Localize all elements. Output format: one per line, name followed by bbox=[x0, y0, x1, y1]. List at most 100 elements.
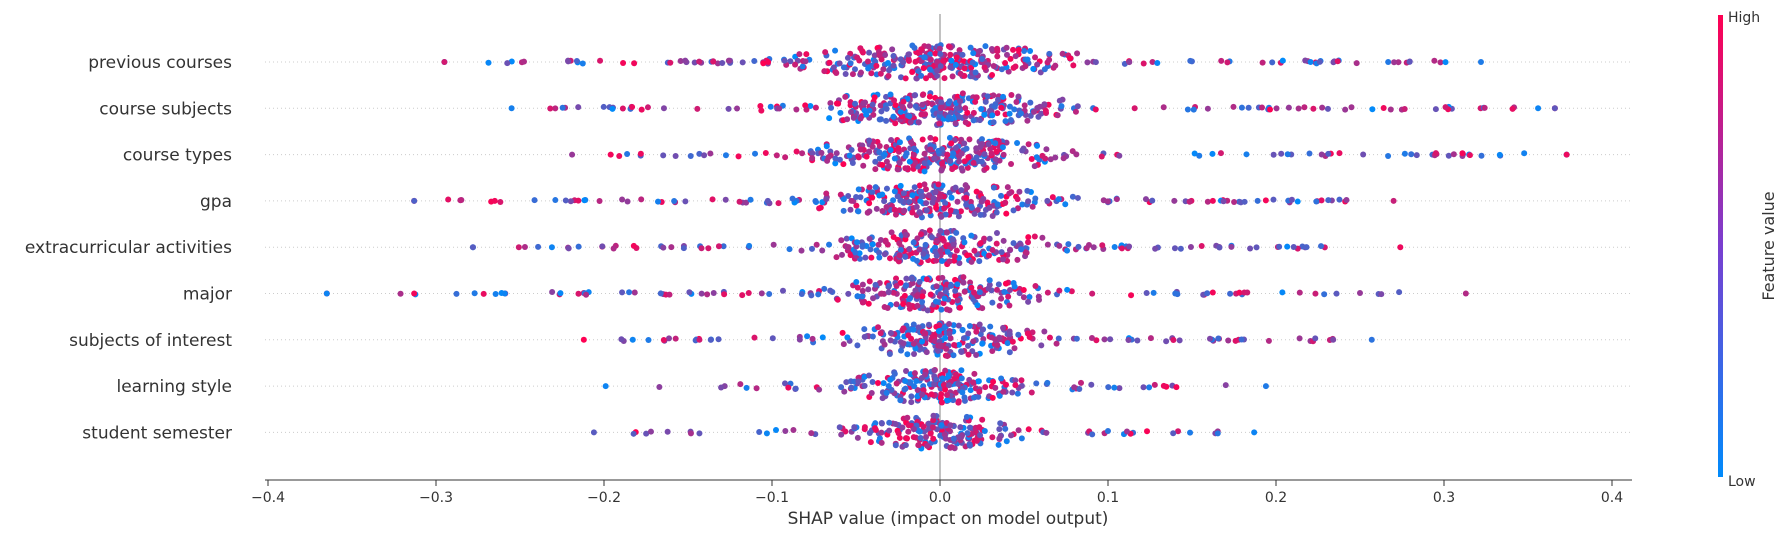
shap-point bbox=[865, 300, 872, 307]
shap-point bbox=[1023, 249, 1030, 256]
shap-point bbox=[952, 120, 959, 127]
shap-point bbox=[909, 209, 916, 216]
shap-point bbox=[786, 246, 793, 253]
shap-point bbox=[991, 164, 998, 171]
shap-point bbox=[922, 241, 929, 248]
feature-label: extracurricular activities bbox=[25, 238, 232, 258]
shap-point bbox=[890, 113, 897, 120]
shap-point bbox=[1238, 104, 1245, 111]
shap-point bbox=[1206, 335, 1213, 342]
shap-point bbox=[1378, 291, 1385, 298]
shap-point bbox=[832, 155, 839, 162]
shap-point bbox=[958, 367, 965, 374]
shap-point bbox=[888, 229, 895, 236]
shap-point bbox=[854, 342, 861, 349]
shap-point bbox=[855, 186, 862, 193]
shap-point bbox=[896, 252, 903, 259]
shap-point bbox=[976, 258, 983, 265]
shap-point bbox=[918, 231, 925, 238]
shap-point bbox=[848, 384, 855, 391]
shap-point bbox=[492, 291, 499, 298]
shap-point bbox=[919, 101, 926, 108]
shap-point bbox=[1003, 210, 1010, 217]
shap-point bbox=[881, 251, 888, 258]
shap-point bbox=[471, 290, 478, 297]
shap-point bbox=[866, 49, 873, 56]
shap-point bbox=[785, 384, 792, 391]
shap-point bbox=[822, 49, 829, 56]
shap-point bbox=[943, 306, 950, 313]
shap-point bbox=[917, 434, 924, 441]
shap-point bbox=[1462, 290, 1469, 297]
shap-point bbox=[904, 414, 911, 421]
shap-point bbox=[844, 116, 851, 123]
shap-point bbox=[1265, 337, 1272, 344]
shap-point bbox=[896, 139, 903, 146]
shap-point bbox=[1385, 58, 1392, 65]
shap-point bbox=[914, 235, 921, 242]
shap-point bbox=[939, 146, 946, 153]
shap-point bbox=[1015, 46, 1022, 53]
shap-point bbox=[833, 150, 840, 157]
shap-point bbox=[898, 347, 905, 354]
shap-point bbox=[891, 188, 898, 195]
shap-point bbox=[992, 140, 999, 147]
shap-point bbox=[1140, 384, 1147, 391]
shap-point bbox=[751, 334, 758, 341]
shap-point bbox=[1360, 151, 1367, 158]
shap-point bbox=[915, 119, 922, 126]
shap-point bbox=[946, 98, 953, 105]
shap-point bbox=[826, 59, 833, 66]
shap-point bbox=[880, 66, 887, 73]
shap-point bbox=[860, 162, 867, 169]
shap-point bbox=[921, 150, 928, 157]
shap-point bbox=[926, 227, 933, 234]
shap-point bbox=[956, 304, 963, 311]
shap-point bbox=[686, 289, 693, 296]
shap-point bbox=[966, 322, 973, 329]
shap-point bbox=[922, 186, 929, 193]
shap-point bbox=[942, 200, 949, 207]
shap-point bbox=[922, 330, 929, 337]
shap-point bbox=[647, 428, 654, 435]
shap-point bbox=[938, 160, 945, 167]
shap-point bbox=[1012, 63, 1019, 70]
shap-point bbox=[682, 57, 689, 64]
shap-point bbox=[1004, 340, 1011, 347]
shap-point bbox=[796, 336, 803, 343]
shap-point bbox=[968, 258, 975, 265]
shap-point bbox=[1031, 233, 1038, 240]
shap-point bbox=[1056, 97, 1063, 104]
shap-point bbox=[959, 327, 966, 334]
shap-point bbox=[1035, 293, 1042, 300]
shap-point bbox=[932, 244, 939, 251]
shap-point bbox=[906, 51, 913, 58]
shap-point bbox=[839, 329, 846, 336]
shap-point bbox=[792, 61, 799, 68]
shap-point bbox=[701, 152, 708, 159]
shap-point bbox=[918, 72, 925, 79]
shap-point bbox=[912, 345, 919, 352]
shap-point bbox=[411, 197, 418, 204]
shap-point bbox=[746, 242, 753, 249]
shap-point bbox=[833, 254, 840, 261]
shap-point bbox=[952, 287, 959, 294]
shap-point bbox=[910, 326, 917, 333]
shap-point bbox=[453, 290, 460, 297]
shap-point bbox=[531, 197, 538, 204]
shap-point bbox=[900, 190, 907, 197]
shap-point bbox=[809, 335, 816, 342]
shap-point bbox=[1028, 389, 1035, 396]
shap-point bbox=[715, 336, 722, 343]
shap-point bbox=[961, 158, 968, 165]
shap-point bbox=[1177, 245, 1184, 252]
shap-point bbox=[950, 240, 957, 247]
shap-point bbox=[943, 397, 950, 404]
shap-point bbox=[897, 182, 904, 189]
shap-point bbox=[1147, 335, 1154, 342]
shap-point bbox=[1290, 244, 1297, 251]
shap-point bbox=[932, 189, 939, 196]
shap-point bbox=[914, 302, 921, 309]
shap-point bbox=[900, 301, 907, 308]
shap-point bbox=[869, 241, 876, 248]
